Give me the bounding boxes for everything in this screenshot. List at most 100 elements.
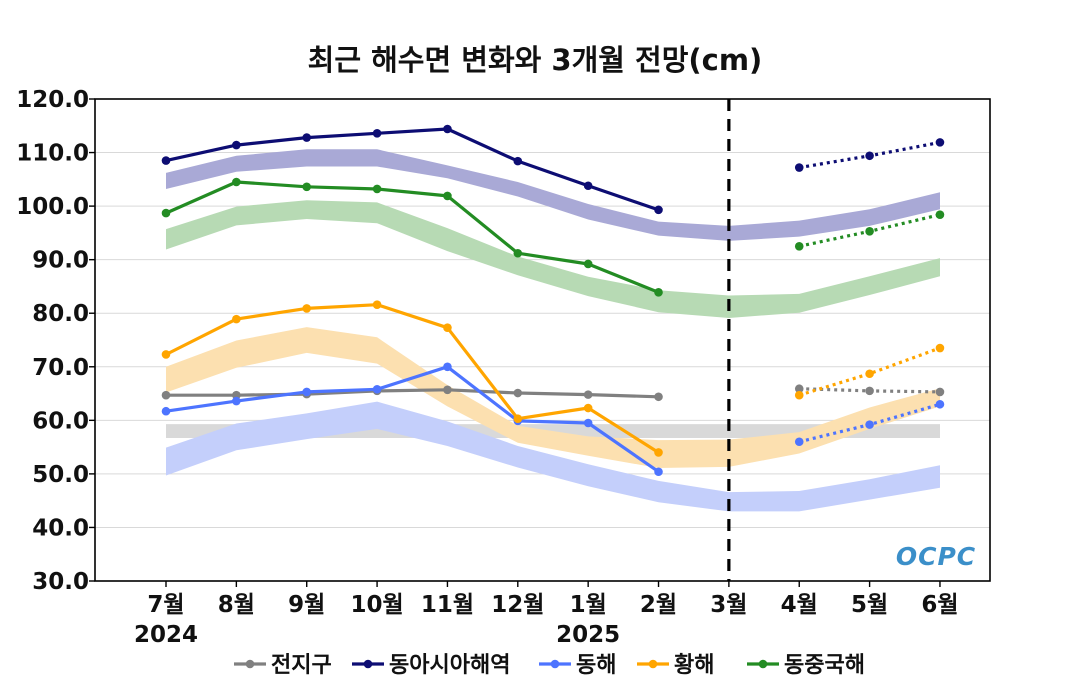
ytick-label: 120.0 <box>16 87 89 113</box>
point-forecast-4-1 <box>865 226 874 236</box>
point-observed-0-7 <box>654 392 663 402</box>
point-observed-2-0 <box>161 406 171 416</box>
point-observed-3-1 <box>232 314 241 324</box>
point-observed-2-6 <box>583 418 593 428</box>
xtick-label: 2월 <box>640 592 677 618</box>
band-4 <box>166 200 940 318</box>
point-observed-3-4 <box>443 323 452 332</box>
series-line-observed-3 <box>165 303 660 454</box>
xtick-label: 1월 <box>570 592 607 618</box>
point-observed-3-3 <box>372 300 382 309</box>
plot-area: 30.0 40.0 50.0 60.0 70.0 80.0 90.0 100.0 110.0 12… <box>16 87 991 648</box>
point-observed-2-3 <box>372 384 382 394</box>
band-1 <box>166 149 940 241</box>
xtick-label: 9월 <box>288 592 325 618</box>
point-observed-0-0 <box>161 390 171 400</box>
point-observed-4-6 <box>583 259 593 269</box>
legend-marker-3 <box>648 659 658 669</box>
legend-marker-2 <box>550 659 560 669</box>
legend-marker-1 <box>363 659 373 669</box>
ytick-label: 90.0 <box>32 248 89 274</box>
point-observed-4-4 <box>443 191 452 201</box>
point-forecast-0-2 <box>935 387 945 397</box>
ytick-label: 70.0 <box>32 355 89 381</box>
xtick-label: 7월 <box>147 592 184 618</box>
legend-label: 황해 <box>674 653 714 678</box>
series-line-observed-0 <box>166 388 659 399</box>
legend-label: 동중국해 <box>784 653 865 678</box>
xtick-label: 3월 <box>710 592 747 618</box>
point-observed-2-7 <box>654 467 663 477</box>
ytick-label: 60.0 <box>32 408 89 434</box>
point-observed-1-0 <box>161 156 171 165</box>
point-forecast-3-0 <box>794 390 804 400</box>
xtick-label: 8월 <box>218 592 255 618</box>
point-observed-0-6 <box>583 390 593 399</box>
point-observed-2-2 <box>302 387 312 397</box>
point-observed-3-5 <box>513 414 523 424</box>
point-observed-4-7 <box>654 288 663 297</box>
point-forecast-2-0 <box>794 437 804 447</box>
point-observed-4-2 <box>302 182 312 192</box>
year-label: 2025 <box>556 622 620 648</box>
point-forecast-4-2 <box>935 210 945 219</box>
legend-marker-4 <box>758 659 768 669</box>
ytick-label: 80.0 <box>32 301 89 327</box>
band-3 <box>166 327 940 468</box>
chart-title: 최근 해수면 변화와 3개월 전망(cm) <box>308 43 763 77</box>
point-forecast-3-1 <box>865 369 874 379</box>
series-line-observed-4 <box>165 180 660 294</box>
year-label: 2024 <box>134 622 198 648</box>
point-observed-1-2 <box>302 133 312 142</box>
point-observed-1-1 <box>232 140 241 150</box>
point-forecast-0-0 <box>794 384 804 394</box>
xtick-label: 10월 <box>350 592 403 618</box>
point-observed-1-3 <box>372 128 382 138</box>
point-observed-4-3 <box>372 184 382 194</box>
point-observed-2-1 <box>232 396 241 406</box>
point-forecast-2-1 <box>865 420 874 429</box>
point-forecast-4-0 <box>794 241 804 251</box>
point-observed-4-1 <box>232 177 241 187</box>
point-observed-3-0 <box>161 350 171 359</box>
point-observed-1-4 <box>443 124 452 134</box>
series-line-observed-1 <box>165 127 660 212</box>
xtick-label: 11월 <box>421 592 474 618</box>
point-observed-1-5 <box>513 156 523 166</box>
legend-marker-0 <box>245 659 255 669</box>
point-observed-2-4 <box>443 362 452 372</box>
xtick-label: 5월 <box>851 592 888 618</box>
ytick-label: 50.0 <box>32 462 89 488</box>
legend-label: 전지구 <box>271 653 332 678</box>
ocpc-logo: OCPC <box>896 542 976 571</box>
point-observed-3-7 <box>654 448 663 457</box>
ytick-label: 30.0 <box>32 569 89 595</box>
plot-frame <box>94 98 991 582</box>
point-forecast-1-0 <box>794 163 804 172</box>
point-forecast-0-1 <box>865 386 874 396</box>
point-forecast-1-2 <box>935 138 945 147</box>
point-observed-1-6 <box>583 181 593 191</box>
band-2 <box>166 401 940 512</box>
point-observed-3-6 <box>583 403 593 413</box>
xtick-label: 12월 <box>491 592 544 618</box>
ytick-label: 40.0 <box>32 515 89 541</box>
legend-label: 동해 <box>576 653 616 678</box>
point-forecast-1-1 <box>865 151 874 161</box>
ytick-label: 100.0 <box>16 194 89 220</box>
point-observed-3-2 <box>302 304 312 313</box>
xtick-label: 4월 <box>781 592 818 618</box>
point-observed-0-1 <box>232 390 241 400</box>
point-forecast-2-2 <box>935 399 945 409</box>
point-observed-4-0 <box>161 208 171 218</box>
point-observed-0-4 <box>443 385 452 395</box>
ytick-label: 110.0 <box>16 141 89 167</box>
point-observed-1-7 <box>654 205 663 215</box>
legend: 전지구 동아시아해역 동해 황해 동중국해 <box>234 653 865 678</box>
point-observed-4-5 <box>513 248 523 258</box>
xtick-label: 6월 <box>921 592 958 618</box>
point-observed-0-5 <box>513 388 523 398</box>
point-forecast-3-2 <box>935 343 945 353</box>
legend-label: 동아시아해역 <box>389 653 510 678</box>
